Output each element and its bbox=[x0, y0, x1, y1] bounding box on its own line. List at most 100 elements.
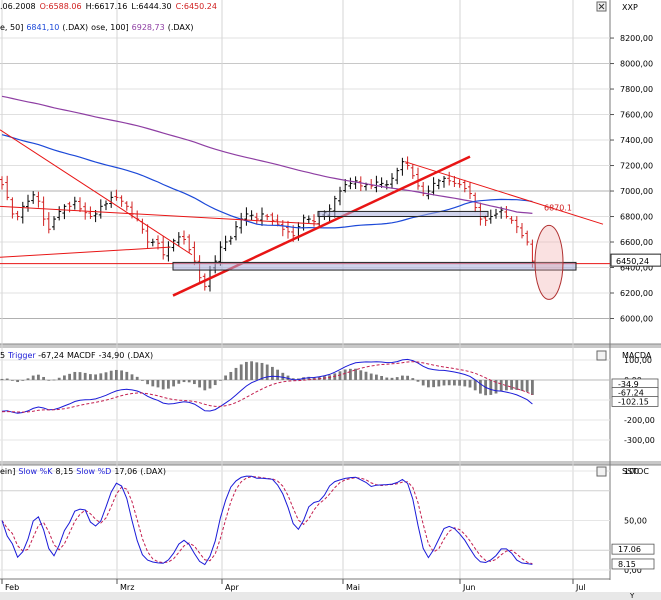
macd-histogram-bar bbox=[156, 380, 160, 388]
macd-histogram-bar bbox=[52, 379, 56, 381]
price-axis-label: 7200,00 bbox=[620, 162, 653, 171]
macd-legend-macd_label: MACDF bbox=[67, 351, 96, 360]
stoch-axis-label: 0,00 bbox=[624, 566, 642, 575]
resistance-value-label: 6870.1 bbox=[544, 204, 572, 213]
price-candle bbox=[483, 215, 488, 226]
ma-legend-ma100_label: ose, 100] bbox=[91, 23, 128, 32]
macd-histogram-bar bbox=[510, 380, 513, 390]
price-candle bbox=[31, 191, 36, 204]
macd-histogram-bar bbox=[307, 376, 311, 380]
price-candle bbox=[10, 197, 15, 219]
macd-histogram-bar bbox=[286, 375, 290, 380]
support-zone-box bbox=[172, 261, 577, 271]
macd-histogram-bar bbox=[416, 380, 420, 382]
macd-panel-label: MACDA bbox=[622, 351, 652, 360]
macd-histogram-bar bbox=[37, 374, 40, 380]
macd-histogram-bar bbox=[57, 377, 61, 380]
price-axis-label: 7600,00 bbox=[620, 111, 653, 120]
macd-histogram-bar bbox=[167, 380, 170, 389]
macd-histogram-bar bbox=[421, 380, 425, 386]
macd-histogram-bar bbox=[427, 380, 430, 388]
macd-histogram-bar bbox=[531, 380, 534, 395]
macd-histogram-bar bbox=[489, 380, 493, 395]
ma-legend-ma100_value: 6928,73 bbox=[132, 23, 165, 32]
macd-histogram-bar bbox=[520, 380, 524, 391]
ma-legend-ma100_sym: (.DAX) bbox=[168, 23, 194, 32]
price-candle bbox=[265, 213, 270, 221]
price-candle bbox=[312, 214, 316, 227]
ohlc-low: L:6444.30 bbox=[131, 2, 171, 11]
price-candle bbox=[78, 197, 82, 212]
macd-histogram-bar bbox=[245, 361, 248, 380]
macd-histogram-bar bbox=[375, 374, 378, 380]
macd-histogram-bar bbox=[193, 380, 196, 385]
downtrend-line-1 bbox=[0, 129, 193, 256]
macd-histogram-bar bbox=[385, 377, 389, 380]
macd-histogram-bar bbox=[494, 380, 498, 394]
macd-histogram-bar bbox=[505, 380, 508, 391]
stoch-axis-label: 100 bbox=[624, 467, 639, 476]
price-candle bbox=[244, 207, 249, 226]
stoch-legend-k_value: 8,15 bbox=[55, 467, 73, 476]
macd-histogram-bar bbox=[125, 371, 129, 380]
macd-histogram-bar bbox=[42, 376, 45, 380]
macd-histogram-bar bbox=[411, 378, 415, 380]
macd-histogram-bar bbox=[380, 375, 383, 380]
macd-histogram-bar bbox=[515, 380, 519, 390]
macd-histogram-bar bbox=[224, 375, 227, 380]
macd-histogram-bar bbox=[213, 380, 217, 386]
macd-close-button bbox=[596, 350, 607, 361]
macd-histogram-bar bbox=[73, 371, 77, 380]
macd-histogram-bar bbox=[120, 370, 123, 380]
price-candle bbox=[353, 176, 358, 190]
macd-axis-label: 100,00 bbox=[624, 356, 652, 365]
downtrend-line-2 bbox=[0, 205, 321, 225]
x-axis-month-label: Mrz bbox=[120, 583, 134, 592]
price-candle bbox=[462, 179, 467, 193]
macd-histogram-bar bbox=[177, 380, 181, 384]
macd-histogram-bar bbox=[208, 380, 212, 389]
panel-separator bbox=[0, 461, 661, 465]
price-candle bbox=[41, 196, 46, 226]
price-axis-label: 7400,00 bbox=[620, 136, 653, 145]
highlight-ellipse bbox=[534, 224, 564, 300]
price-candle bbox=[447, 171, 452, 186]
macd-histogram-bar bbox=[369, 373, 373, 380]
macd-histogram-bar bbox=[94, 374, 97, 380]
macd-histogram-bar bbox=[63, 375, 66, 380]
price-candle bbox=[0, 176, 4, 190]
price-candle bbox=[62, 204, 67, 220]
price-candle bbox=[358, 176, 363, 192]
price-candle bbox=[234, 221, 238, 241]
stoch-legend-prefix: ein] bbox=[0, 467, 15, 476]
macd-legend-trigger_value: -67,24 bbox=[38, 351, 64, 360]
macd-histogram-bar bbox=[31, 375, 35, 380]
price-candle bbox=[457, 179, 462, 188]
macd-value-tag bbox=[611, 396, 659, 407]
macd-histogram-bar bbox=[312, 377, 316, 380]
price-candle bbox=[254, 212, 259, 224]
macd-value-label: -102.15 bbox=[618, 397, 649, 406]
x-axis-month-label: Mai bbox=[346, 583, 360, 592]
macd-histogram-bar bbox=[68, 373, 71, 380]
macd-histogram-bar bbox=[83, 372, 87, 380]
macd-histogram-bar bbox=[291, 378, 295, 380]
macd-histogram-bar bbox=[5, 378, 9, 380]
macd-histogram-bar bbox=[89, 374, 92, 380]
price-axis-label: 6400,00 bbox=[620, 264, 653, 273]
stoch-header: ein] Slow %K 8,15 Slow %D 17,06 (.DAX) bbox=[0, 467, 166, 476]
macd-histogram-bar bbox=[260, 362, 264, 380]
price-axis-label: 6200,00 bbox=[620, 289, 653, 298]
ohlc-close: C:6450.24 bbox=[176, 2, 217, 11]
macd-value-label: -67.24 bbox=[618, 388, 644, 397]
macd-histogram-bar bbox=[109, 370, 113, 380]
price-candle bbox=[514, 216, 519, 234]
macd-histogram-bar bbox=[26, 378, 30, 380]
stoch-legend-d_value: 17,06 bbox=[114, 467, 137, 476]
resistance-line bbox=[404, 161, 604, 225]
macd-histogram-bar bbox=[343, 369, 347, 380]
ohlc-open: O:6588.06 bbox=[40, 2, 82, 11]
support-line-left bbox=[0, 246, 171, 258]
